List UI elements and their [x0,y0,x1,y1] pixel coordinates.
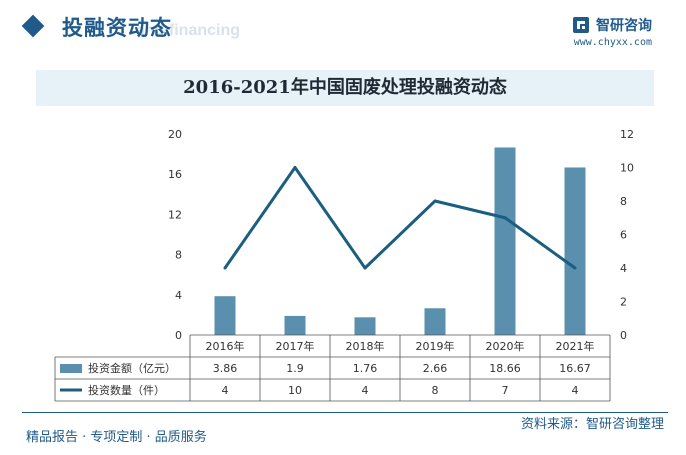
y-left-tick-label: 8 [175,249,182,262]
line-series [223,166,576,270]
line-point [433,199,437,203]
line-point [573,266,577,270]
y-left-tick-label: 12 [168,208,182,221]
bar [284,315,306,335]
y-left-tick-label: 16 [168,168,182,181]
chart: 0 4 8 12 16 20 0 2 4 6 8 10 12 2016年 2017年 2018年 2019年 20… [54,128,634,402]
y-right-tick-label: 4 [620,262,627,275]
line-point [363,266,367,270]
y-right-tick-label: 6 [620,229,627,242]
data-label: 4 [572,384,579,397]
source-note: 资料来源：智研咨询整理 [520,417,664,432]
x-tick-label: 2017年 [276,339,315,353]
bar [564,167,586,335]
background-subtitle: and financing [136,22,240,39]
data-label: 2.66 [423,362,448,375]
bar [214,296,236,335]
y-left-tick-label: 4 [175,289,182,302]
footer-divider [22,412,668,413]
chart-title: 2016-2021年中国固废处理投融资动态 [183,77,507,98]
legend-swatch-bar [60,364,82,373]
y-right-tick-label: 8 [620,195,627,208]
data-label: 7 [502,384,509,397]
line-point [293,166,297,169]
data-label: 4 [222,384,229,397]
legend-label: 投资金额（亿元） [88,361,176,375]
brand-name: 智研咨询 [596,18,652,34]
data-label: 3.86 [213,362,238,375]
footer-tagline: 精品报告 · 专项定制 · 品质服务 [26,430,207,445]
x-tick-label: 2020年 [486,339,525,353]
y-right-tick-label: 2 [620,296,627,309]
brand-url: www.chyxx.com [573,37,652,48]
line-point [223,266,227,270]
bar [424,308,446,335]
data-label: 8 [432,384,439,397]
data-label: 4 [362,384,369,397]
header: and financing 投融资动态 智研咨询 www.chyxx.com [0,0,686,60]
bar [354,317,376,335]
y-right-tick-label: 12 [620,128,634,141]
data-label: 10 [288,384,302,397]
y-right-tick-label: 10 [620,162,634,175]
page-title: 投融资动态 [62,16,172,40]
data-label: 1.9 [286,362,304,375]
x-tick-label: 2018年 [346,339,385,353]
data-label: 1.76 [353,362,378,375]
y-left-tick-label: 20 [168,128,182,141]
data-label: 18.66 [489,362,521,375]
chart-title-band: 2016-2021年中国固废处理投融资动态 [36,70,654,106]
x-tick-label: 2019年 [416,339,455,353]
x-tick-label: 2016年 [206,339,245,353]
x-tick-label: 2021年 [556,339,595,353]
line-point [503,216,507,220]
data-label: 16.67 [559,362,591,375]
diamond-icon [21,14,45,38]
y-left-tick-label: 0 [175,329,182,342]
brand-logo-icon [573,17,589,33]
y-right-tick-label: 0 [620,329,627,342]
bar [494,147,516,335]
legend-label: 投资数量（件） [88,383,165,397]
brand: 智研咨询 www.chyxx.com [572,15,652,48]
